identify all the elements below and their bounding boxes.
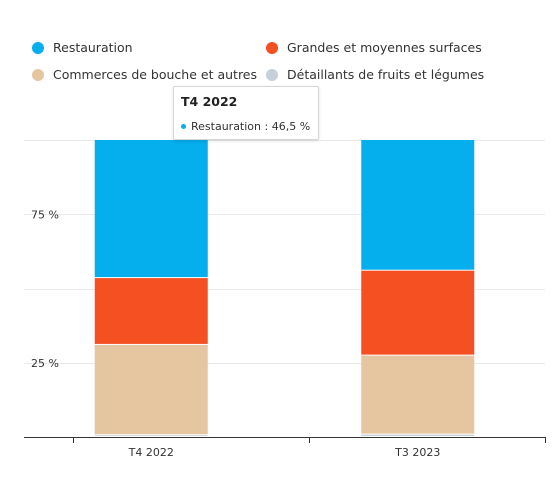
tooltip-series-dot: [181, 124, 186, 129]
chart-legend: Restauration Grandes et moyennes surfaces…: [32, 38, 532, 84]
legend-label: Restauration: [53, 40, 133, 55]
legend-dot-icon: [266, 41, 278, 54]
legend-item-commerces-de-bouche-et-autres[interactable]: Commerces de bouche et autres: [32, 65, 266, 84]
legend-item-restauration[interactable]: Restauration: [32, 38, 266, 57]
legend-dot-icon: [266, 68, 278, 81]
legend-item-detaillants-de-fruits-et-legumes[interactable]: Détaillants de fruits et légumes: [266, 65, 516, 84]
bar-t4-2022-restauration: [94, 140, 208, 278]
x-tick-label-t4-2022: T4 2022: [128, 446, 174, 459]
legend-dot-icon: [32, 41, 44, 54]
y-tick-label-75: 75 %: [31, 208, 59, 221]
chart-tooltip: T4 2022 Restauration : 46,5 %: [173, 86, 319, 140]
legend-item-grandes-et-moyennes-surfaces[interactable]: Grandes et moyennes surfaces: [266, 38, 516, 57]
legend-label: Grandes et moyennes surfaces: [287, 40, 482, 55]
tooltip-text: Restauration : 46,5 %: [191, 120, 311, 133]
tooltip-title: T4 2022: [181, 94, 238, 109]
bar-t4-2022-detaillants-de-fruits-et-legumes: [94, 435, 208, 436]
tooltip-line: Restauration : 46,5 %: [181, 120, 318, 133]
legend-dot-icon: [32, 68, 44, 81]
bar-t4-2022-grandes-et-moyennes-surfaces: [94, 278, 208, 344]
x-tick-label-t3-2023: T3 2023: [394, 446, 440, 459]
legend-label: Détaillants de fruits et légumes: [287, 67, 485, 82]
bar-t3-2023-grandes-et-moyennes-surfaces: [361, 270, 475, 355]
bar-t3-2023-detaillants-de-fruits-et-legumes: [361, 434, 475, 436]
y-tick-label-25: 25 %: [31, 357, 59, 370]
bar-t3-2023-restauration: [361, 140, 475, 270]
bar-t4-2022-commerces-de-bouche-et-autres: [94, 344, 208, 435]
legend-label: Commerces de bouche et autres: [53, 67, 258, 82]
bar-t3-2023-commerces-de-bouche-et-autres: [361, 355, 475, 434]
